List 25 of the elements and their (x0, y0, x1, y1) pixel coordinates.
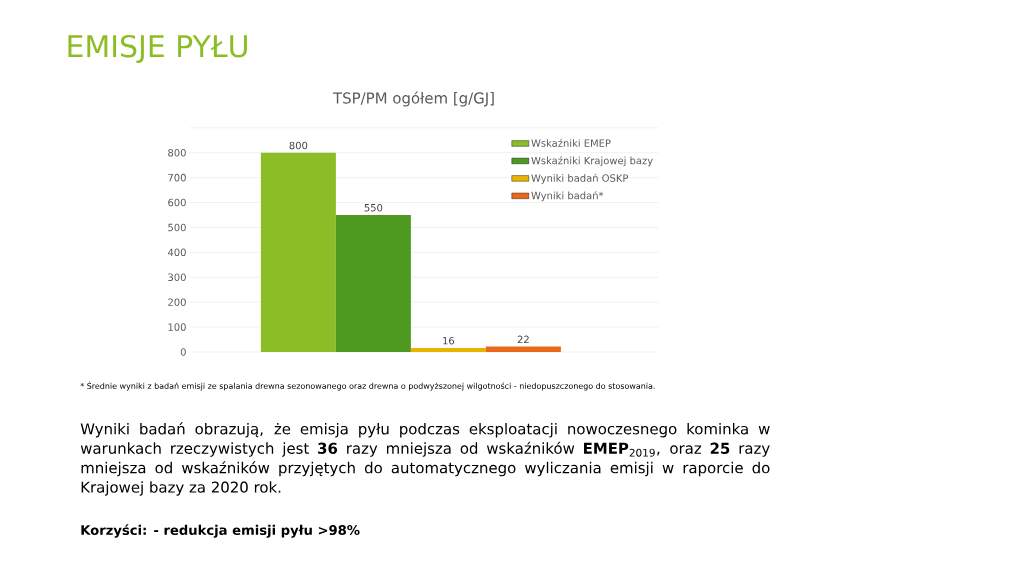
y-tick-label: 800 (168, 148, 186, 157)
y-tick-label: 600 (168, 198, 186, 207)
bar (260, 152, 336, 352)
text: Wyniki badań obrazują, że emisja pyłu podczas eksploatacji nowoczesnego kominka w warunkach rzeczywistych jest 36 razy mniejsza od wskaźników EMEP$_{2019}$, oraz 25 razy mniejsza od wskaźników przyjętych do automatycznego wyliczania emisji w raporcie do Krajowej bazy za 2020 rok. (80, 422, 770, 496)
data-label: 22 (517, 335, 529, 343)
chart-title: EMISJE PYŁU (68, 34, 247, 64)
y-tick-label: 0 (180, 348, 186, 356)
bar (410, 348, 486, 352)
y-tick-label: 700 (168, 173, 186, 182)
data-label: 800 (289, 141, 308, 150)
bar (335, 215, 411, 352)
legend-label: Wyniki badań OSKP (531, 173, 629, 184)
data-label: 16 (443, 336, 455, 345)
y-tick-label: 200 (168, 298, 186, 306)
y-tick-label: 400 (167, 248, 186, 257)
legend-label: Wskaźniki EMEP (531, 138, 611, 147)
y-tick-label: 100 (168, 323, 186, 331)
y-tick-label: 300 (168, 273, 186, 282)
data-label: 550 (364, 203, 383, 212)
chart-subtitle: TSP/PM ogółem [g/GJ] (332, 91, 494, 107)
bar (485, 346, 561, 352)
legend-label: Wyniki badań* (531, 191, 604, 202)
legend-label: Wskaźniki Krajowej bazy (531, 156, 653, 167)
text: Korzyści: - redukcja emisji pyłu >98% (81, 524, 360, 538)
y-tick-label: 500 (168, 223, 186, 232)
